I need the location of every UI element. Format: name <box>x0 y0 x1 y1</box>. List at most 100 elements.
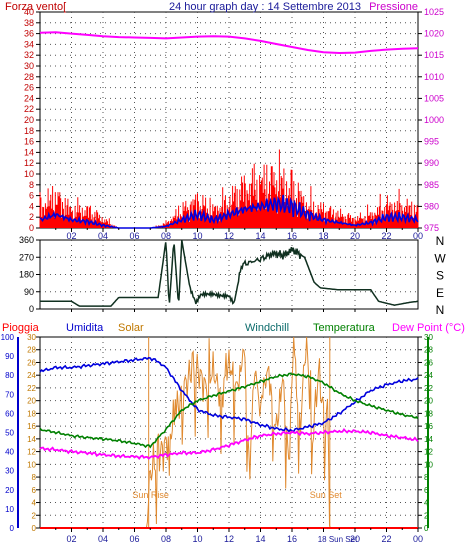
legend-entry: Pioggia <box>2 322 40 334</box>
solar-y-tick-label: 2 <box>32 511 37 520</box>
temperature-y-tick-label: 2 <box>424 511 429 520</box>
solar-y-tick-label: 0 <box>32 524 37 533</box>
wind-panel-axes: 02 04 06 08 10 12 14 16 18 20 22 000246810121416182… <box>24 7 444 241</box>
pressure-line <box>39 31 419 55</box>
pressure-y-tick-label: 995 <box>424 137 439 147</box>
direction-y-tick-label: 180 <box>19 270 34 280</box>
wind-panel-frame <box>39 11 419 229</box>
humidity-y-tick-label: 10 <box>5 505 14 514</box>
pressure-y-tick-label: 1010 <box>424 72 444 82</box>
temp-x-tick-label: 04 <box>98 534 108 544</box>
temperature-y-tick-label: 6 <box>424 486 429 495</box>
wind-y-tick-label: 22 <box>24 104 34 114</box>
pressure-y-tick-label: 980 <box>424 201 439 211</box>
solar-y-tick-label: 12 <box>27 448 36 457</box>
sunset-label: Sun Set <box>310 490 343 500</box>
wind-y-tick-label: 6 <box>29 191 34 201</box>
compass-label: E <box>436 286 444 300</box>
temperature-y-tick-label: 8 <box>424 473 429 482</box>
temp-x-tick-label: 22 <box>381 534 391 544</box>
direction-y-tick-label: 0 <box>29 304 34 314</box>
solar-y-tick-label: 14 <box>27 435 36 444</box>
wind-y-tick-label: 10 <box>24 169 34 179</box>
temp-x-tick-label: 06 <box>129 534 139 544</box>
solar-y-tick-label: 22 <box>27 384 36 393</box>
solar-y-tick-label: 24 <box>27 371 36 380</box>
temp-x-tick-label: 10 <box>192 534 202 544</box>
temp-x-tick-label: 18 Sun Set <box>318 535 358 544</box>
wind-y-tick-label: 16 <box>24 137 34 147</box>
wind-y-tick-label: 26 <box>24 83 34 93</box>
humidity-y-tick-label: 30 <box>5 467 14 476</box>
wind-axis-label: Forza vento[ <box>5 1 66 13</box>
wind-y-tick-label: 40 <box>24 7 34 17</box>
solar-y-tick-label: 26 <box>27 358 36 367</box>
direction-y-tick-label: 360 <box>19 235 34 245</box>
compass-label: W <box>434 251 446 265</box>
pressure-y-tick-label: 1000 <box>424 115 444 125</box>
temp-x-tick-label: 16 <box>287 534 297 544</box>
wind-y-tick-label: 24 <box>24 93 34 103</box>
sunrise-label: Sun Rise <box>132 490 169 500</box>
wind-x-tick-label: 02 <box>66 231 76 241</box>
temp-x-tick-label: 02 <box>66 534 76 544</box>
wind-speed-line <box>39 194 419 229</box>
legend-entry: Umidita <box>66 322 104 334</box>
wind-y-tick-label: 30 <box>24 61 34 71</box>
wind-x-tick-label: 16 <box>287 231 297 241</box>
wind-y-tick-label: 4 <box>29 201 34 211</box>
solar-y-tick-label: 28 <box>27 346 36 355</box>
wind-x-tick-label: 22 <box>381 231 391 241</box>
pressure-y-tick-label: 985 <box>424 180 439 190</box>
compass-label: N <box>436 234 445 248</box>
solar-y-tick-label: 4 <box>32 499 37 508</box>
solar-y-tick-label: 18 <box>27 409 36 418</box>
direction-y-tick-label: 90 <box>24 287 34 297</box>
wind-y-tick-label: 20 <box>24 115 34 125</box>
wind-x-tick-label: 20 <box>350 231 360 241</box>
solar-y-tick-label: 8 <box>32 473 37 482</box>
wind-x-tick-label: 12 <box>224 231 234 241</box>
pressure-y-tick-label: 1025 <box>424 7 444 17</box>
legend-entry: Dew Point (°C) <box>392 322 465 334</box>
wind-x-tick-label: 14 <box>255 231 265 241</box>
humidity-y-tick-label: 50 <box>5 429 14 438</box>
wind-y-tick-label: 38 <box>24 18 34 28</box>
humidity-y-tick-label: 20 <box>5 486 14 495</box>
pressure-y-tick-label: 1020 <box>424 29 444 39</box>
temp-x-tick-label: 00 <box>413 534 423 544</box>
wind-y-tick-label: 18 <box>24 126 34 136</box>
temperature-y-tick-label: 4 <box>424 499 429 508</box>
wind-x-tick-label: 00 <box>413 231 423 241</box>
pressure-y-tick-label: 975 <box>424 223 439 233</box>
pressure-y-tick-label: 1005 <box>424 93 444 103</box>
humidity-line <box>39 356 419 433</box>
solar-y-tick-label: 20 <box>27 397 36 406</box>
wind-y-tick-label: 8 <box>29 180 34 190</box>
wind-y-tick-label: 28 <box>24 72 34 82</box>
wind-y-tick-label: 0 <box>29 223 34 233</box>
compass-label: N <box>436 303 445 317</box>
wind-pressure-panel: 02 04 06 08 10 12 14 16 18 20 22 000246810121416182… <box>5 1 444 241</box>
temp-panel-legend: Pioggia Umidita Solar Windchill Temperatura D… <box>2 322 465 334</box>
wind-y-tick-label: 32 <box>24 50 34 60</box>
pressure-y-tick-label: 990 <box>424 158 439 168</box>
compass-label: S <box>436 269 444 283</box>
chart-title: 24 hour graph day : 14 Settembre 2013 <box>169 1 361 13</box>
wind-x-tick-label: 04 <box>98 231 108 241</box>
direction-y-tick-label: 270 <box>19 252 34 262</box>
legend-entry: Temperatura <box>313 322 376 334</box>
legend-entry: Windchill <box>245 322 289 334</box>
temp-x-tick-label: 14 <box>255 534 265 544</box>
humidity-y-tick-label: 0 <box>10 524 15 533</box>
wind-y-tick-label: 14 <box>24 147 34 157</box>
pressure-axis-label: Pressione <box>369 1 418 13</box>
wind-y-tick-label: 34 <box>24 39 34 49</box>
wind-y-tick-label: 36 <box>24 29 34 39</box>
wind-y-tick-label: 12 <box>24 158 34 168</box>
wind-direction-line <box>40 239 419 307</box>
